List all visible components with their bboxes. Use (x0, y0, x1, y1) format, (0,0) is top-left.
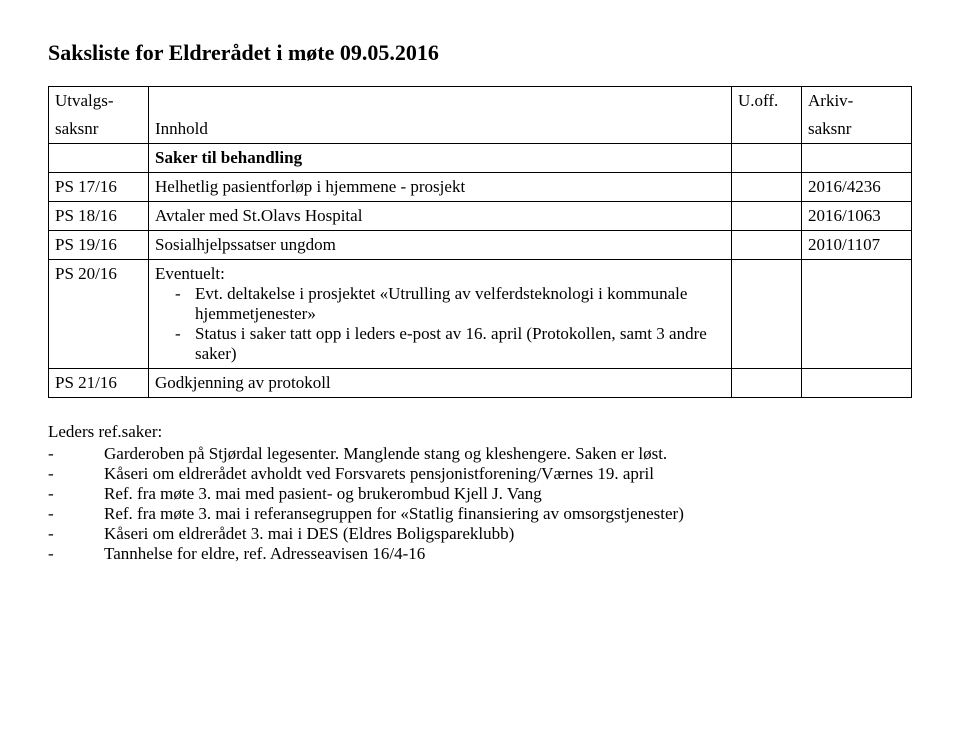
table-row: PS 17/16 Helhetlig pasientforløp i hjemm… (49, 173, 912, 202)
innhold-cell: Helhetlig pasientforløp i hjemmene - pro… (149, 173, 732, 202)
header-utvalgs-bot: saksnr (49, 115, 149, 144)
list-item: Evt. deltakelse i prosjektet «Utrulling … (195, 284, 725, 324)
eventuelt-label: Eventuelt: (155, 264, 225, 283)
header-arkiv-top: Arkiv- (802, 87, 912, 116)
list-item: Kåseri om eldrerådet avholdt ved Forsvar… (48, 464, 912, 484)
saksnr-cell: PS 19/16 (49, 231, 149, 260)
header-uoff: U.off. (732, 87, 802, 116)
innhold-cell: Eventuelt: Evt. deltakelse i prosjektet … (149, 260, 732, 369)
header-innhold-top (149, 87, 732, 116)
arkiv-cell: 2010/1107 (802, 231, 912, 260)
uoff-cell (732, 173, 802, 202)
list-item: Ref. fra møte 3. mai med pasient- og bru… (48, 484, 912, 504)
section-label: Saker til behandling (155, 148, 302, 167)
leders-list: Garderoben på Stjørdal legesenter. Mangl… (48, 444, 912, 564)
empty-cell (732, 144, 802, 173)
uoff-cell (732, 202, 802, 231)
arkiv-cell: 2016/1063 (802, 202, 912, 231)
saksnr-cell: PS 18/16 (49, 202, 149, 231)
table-row-eventuelt: PS 20/16 Eventuelt: Evt. deltakelse i pr… (49, 260, 912, 369)
header-uoff-bot (732, 115, 802, 144)
innhold-cell: Godkjenning av protokoll (149, 369, 732, 398)
header-arkiv-bot: saksnr (802, 115, 912, 144)
table-row: PS 21/16 Godkjenning av protokoll (49, 369, 912, 398)
list-item: Tannhelse for eldre, ref. Adresseavisen … (48, 544, 912, 564)
saksliste-table: Utvalgs- U.off. Arkiv- saksnr Innhold sa… (48, 86, 912, 398)
header-innhold: Innhold (149, 115, 732, 144)
innhold-cell: Sosialhjelpssatser ungdom (149, 231, 732, 260)
eventuelt-list: Evt. deltakelse i prosjektet «Utrulling … (155, 284, 725, 364)
list-item: Garderoben på Stjørdal legesenter. Mangl… (48, 444, 912, 464)
arkiv-cell: 2016/4236 (802, 173, 912, 202)
empty-cell (802, 144, 912, 173)
section-row: Saker til behandling (49, 144, 912, 173)
saksnr-cell: PS 17/16 (49, 173, 149, 202)
uoff-cell (732, 369, 802, 398)
list-item: Ref. fra møte 3. mai i referansegruppen … (48, 504, 912, 524)
innhold-cell: Avtaler med St.Olavs Hospital (149, 202, 732, 231)
leders-heading: Leders ref.saker: (48, 422, 912, 442)
list-item: Status i saker tatt opp i leders e-post … (195, 324, 725, 364)
table-row: PS 19/16 Sosialhjelpssatser ungdom 2010/… (49, 231, 912, 260)
list-item: Kåseri om eldrerådet 3. mai i DES (Eldre… (48, 524, 912, 544)
empty-cell (49, 144, 149, 173)
section-label-cell: Saker til behandling (149, 144, 732, 173)
uoff-cell (732, 260, 802, 369)
saksnr-cell: PS 21/16 (49, 369, 149, 398)
table-header-row: Utvalgs- U.off. Arkiv- (49, 87, 912, 116)
arkiv-cell (802, 369, 912, 398)
arkiv-cell (802, 260, 912, 369)
table-header-row: saksnr Innhold saksnr (49, 115, 912, 144)
page-title: Saksliste for Eldrerådet i møte 09.05.20… (48, 40, 912, 66)
table-row: PS 18/16 Avtaler med St.Olavs Hospital 2… (49, 202, 912, 231)
leders-section: Leders ref.saker: Garderoben på Stjørdal… (48, 422, 912, 564)
header-utvalgs-top: Utvalgs- (49, 87, 149, 116)
saksnr-cell: PS 20/16 (49, 260, 149, 369)
uoff-cell (732, 231, 802, 260)
